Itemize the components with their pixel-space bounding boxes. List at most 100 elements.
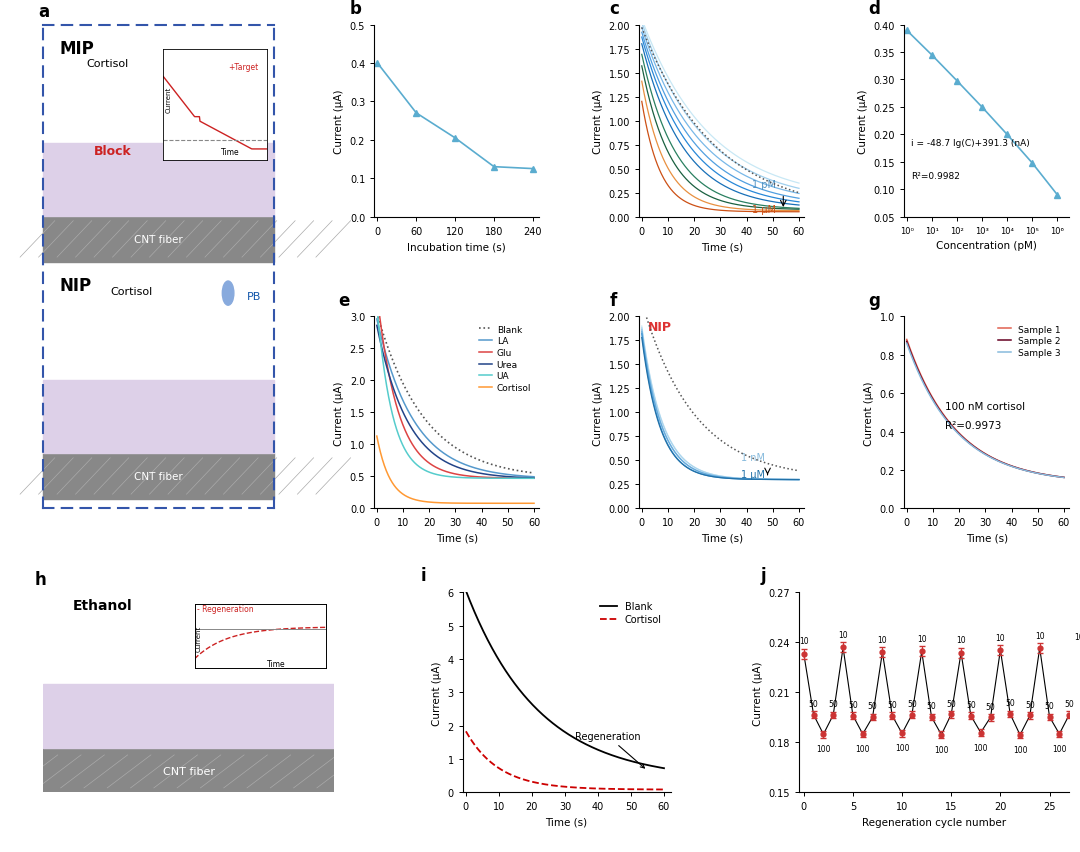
Text: 50: 50 (1005, 699, 1015, 708)
LA (484, 467, 497, 477)
Blank (459, 586, 472, 596)
Blank (469, 454, 482, 464)
Urea (469, 468, 482, 478)
Text: MIP: MIP (59, 40, 94, 58)
Sample 3 (919, 383, 932, 394)
Text: 10: 10 (996, 633, 1005, 642)
Text: a: a (39, 3, 50, 20)
Text: 50: 50 (1044, 701, 1054, 711)
Blank (389, 363, 402, 373)
Urea (484, 470, 497, 481)
Sample 1 (1014, 464, 1027, 475)
Text: PB: PB (246, 291, 261, 301)
Text: c: c (609, 0, 619, 18)
Y-axis label: Current (μA): Current (μA) (334, 381, 345, 445)
Text: 50: 50 (1064, 699, 1075, 708)
Urea (527, 473, 540, 483)
Sample 2 (999, 459, 1012, 469)
Line: UA: UA (377, 306, 534, 479)
X-axis label: Regeneration cycle number: Regeneration cycle number (862, 817, 1007, 827)
Text: 10: 10 (838, 630, 848, 639)
Y-axis label: Current (μA): Current (μA) (858, 89, 868, 153)
Line: Urea: Urea (377, 326, 534, 478)
Text: 1 μM: 1 μM (741, 469, 766, 479)
Text: 50: 50 (986, 702, 996, 711)
Text: 100: 100 (973, 743, 988, 751)
Line: Glu: Glu (377, 293, 534, 479)
Text: Cortisol: Cortisol (110, 286, 152, 296)
X-axis label: Time (s): Time (s) (701, 242, 743, 252)
LA (485, 467, 498, 477)
Bar (43, 454, 274, 499)
Text: 50: 50 (1025, 700, 1035, 709)
Circle shape (222, 282, 234, 306)
Sample 1 (962, 438, 975, 448)
Text: 100 nM cortisol: 100 nM cortisol (945, 401, 1026, 411)
Text: b: b (350, 0, 362, 18)
Text: NIP: NIP (59, 277, 92, 295)
Line: Blank: Blank (465, 591, 664, 769)
Sample 2 (1057, 473, 1070, 483)
LA (469, 463, 482, 474)
Sample 1 (901, 335, 914, 345)
Text: i = -48.7 lg(C)+391.3 (nA): i = -48.7 lg(C)+391.3 (nA) (910, 139, 1029, 148)
UA (527, 474, 540, 484)
Line: LA: LA (377, 320, 534, 477)
Text: 10: 10 (878, 635, 887, 644)
X-axis label: Time (s): Time (s) (435, 533, 477, 544)
Urea (433, 453, 446, 463)
Bar (43, 381, 274, 454)
Blank (370, 308, 383, 319)
Text: 50: 50 (828, 699, 838, 708)
LA (421, 435, 434, 445)
Y-axis label: Current (μA): Current (μA) (864, 381, 874, 445)
Text: Cortisol: Cortisol (86, 60, 129, 69)
Blank (433, 430, 446, 440)
Glu (527, 474, 540, 484)
Glu (370, 288, 383, 298)
Glu (469, 472, 482, 482)
Blank (527, 469, 540, 479)
Text: j: j (761, 567, 767, 584)
Text: 10: 10 (917, 635, 927, 643)
Line: Blank: Blank (377, 314, 534, 474)
Text: 50: 50 (809, 699, 819, 708)
Text: 50: 50 (888, 700, 897, 709)
Sample 1 (999, 459, 1012, 469)
LA (433, 445, 446, 455)
UA (485, 474, 498, 484)
Text: 50: 50 (848, 700, 858, 709)
Glu (421, 458, 434, 468)
Cortisol (483, 757, 496, 767)
Text: 50: 50 (966, 700, 975, 710)
Legend: Blank, LA, Glu, Urea, UA, Cortisol: Blank, LA, Glu, Urea, UA, Cortisol (475, 321, 535, 396)
Text: Block: Block (94, 145, 132, 158)
Text: R²=0.9982: R²=0.9982 (910, 172, 960, 181)
Text: 10: 10 (1035, 630, 1044, 640)
Sample 3 (962, 439, 975, 449)
UA (421, 467, 434, 477)
Blank (524, 698, 537, 708)
Sample 1 (1057, 473, 1070, 483)
Text: Regeneration: Regeneration (575, 731, 645, 769)
Text: 100: 100 (895, 744, 909, 752)
X-axis label: Time (s): Time (s) (966, 533, 1008, 544)
Cortisol (524, 776, 537, 786)
UA (389, 422, 402, 432)
Y-axis label: Current (μA): Current (μA) (753, 660, 762, 725)
Blank (485, 459, 498, 469)
UA (370, 301, 383, 311)
Text: 1 pM: 1 pM (752, 180, 775, 190)
Cortisol (584, 783, 597, 793)
Blank (584, 741, 597, 751)
Sample 3 (1014, 464, 1027, 475)
Text: g: g (868, 291, 880, 309)
Sample 2 (919, 382, 932, 392)
Blank (658, 763, 671, 774)
Cortisol (389, 483, 402, 493)
Urea (389, 390, 402, 400)
X-axis label: Concentration (pM): Concentration (pM) (936, 241, 1037, 250)
Line: Cortisol: Cortisol (465, 732, 664, 790)
Text: 10: 10 (799, 636, 809, 646)
Y-axis label: Current (μA): Current (μA) (334, 89, 345, 153)
